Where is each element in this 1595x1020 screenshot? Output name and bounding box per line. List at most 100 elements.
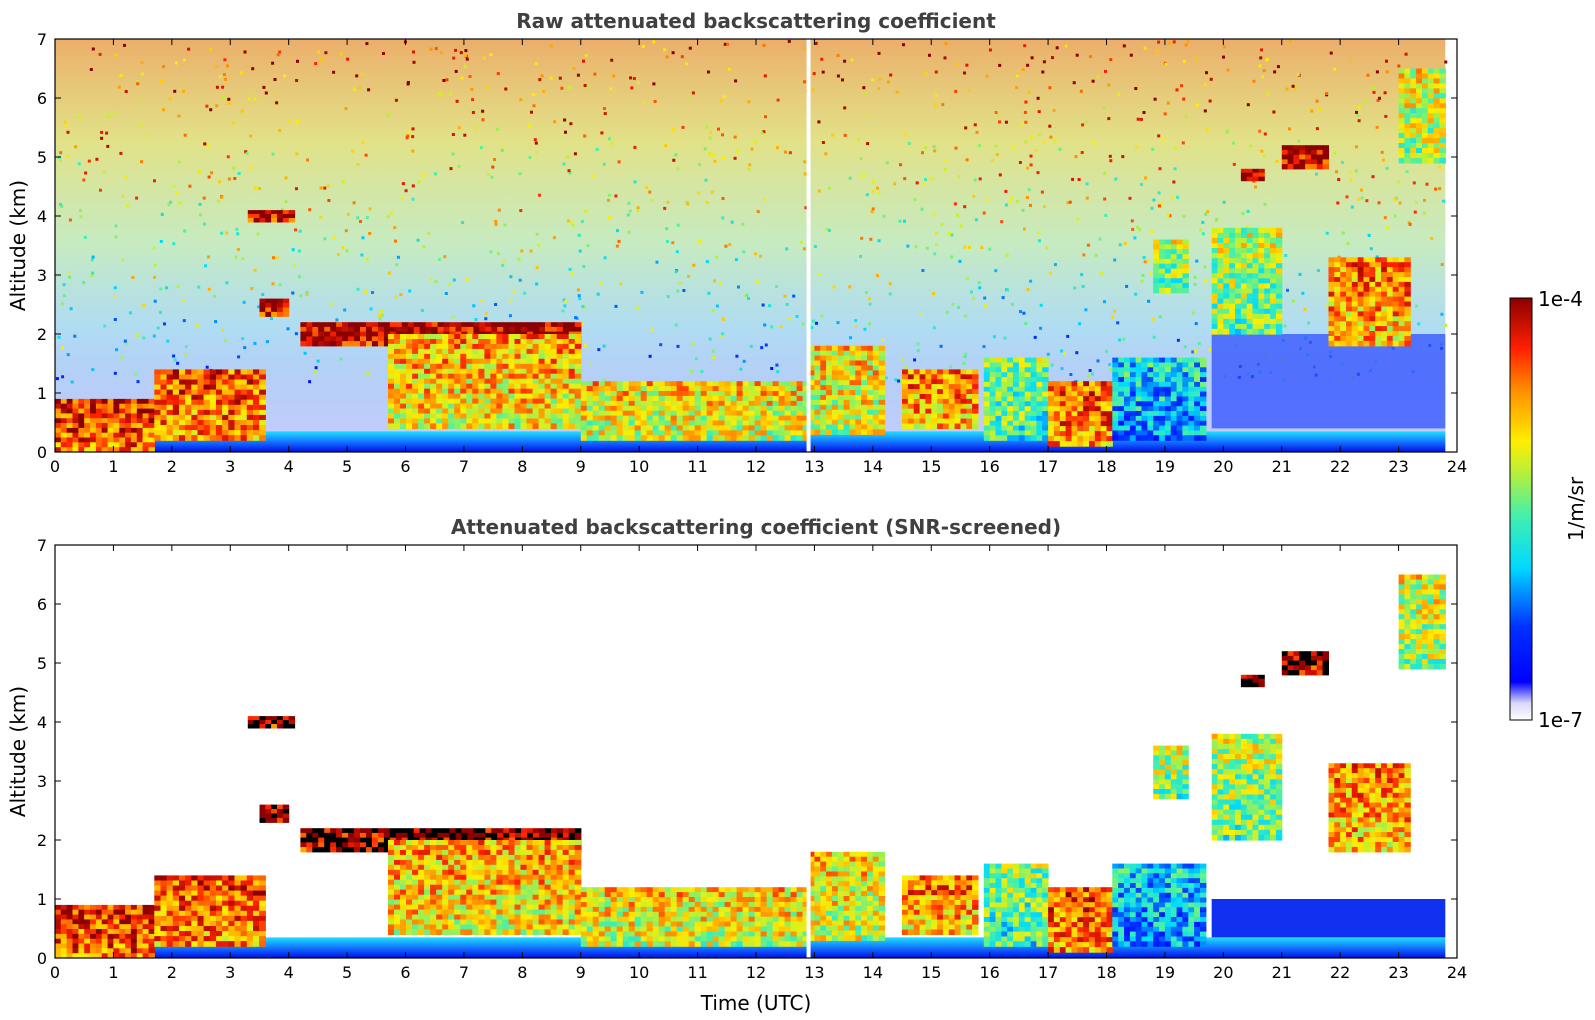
clear-air-region: [1211, 899, 1446, 938]
y-tick-label: 5: [37, 148, 47, 167]
clear-air-region: [1211, 334, 1446, 429]
x-tick-label: 24: [1447, 457, 1467, 476]
layer-3: [259, 298, 290, 317]
panel-screened: Attenuated backscattering coefficient (S…: [6, 515, 1467, 1015]
panel-screened-title: Attenuated backscattering coefficient (S…: [451, 515, 1061, 539]
y-tick-label: 4: [37, 207, 47, 226]
layer-7: [808, 345, 886, 435]
x-tick-label: 22: [1330, 963, 1350, 982]
x-tick-label: 7: [459, 963, 469, 982]
layer-1: [154, 875, 266, 947]
layer-1: [154, 369, 266, 441]
x-tick-label: 4: [284, 457, 294, 476]
layer-17: [1398, 574, 1446, 670]
panel-screened-x-axis-label: Time (UTC): [700, 991, 812, 1015]
x-tick-label: 12: [746, 963, 766, 982]
layer-15: [1281, 145, 1329, 170]
x-tick-label: 5: [342, 457, 352, 476]
layer-9: [983, 357, 1049, 441]
panel-raw-y-ticks: 0 1 2 3 4 5 6 7: [37, 30, 1457, 462]
y-tick-label: 4: [37, 713, 47, 732]
layer-2: [247, 210, 296, 223]
x-tick-label: 7: [459, 457, 469, 476]
layer-7: [808, 851, 886, 941]
layer-10: [1048, 381, 1113, 447]
layer-11: [1112, 863, 1207, 947]
y-tick-label: 5: [37, 654, 47, 673]
layer-3: [259, 804, 290, 823]
x-tick-label: 14: [863, 963, 883, 982]
layer-0: [55, 904, 155, 958]
layer-5: [388, 840, 582, 935]
layer-5: [388, 334, 582, 429]
x-tick-label: 6: [400, 963, 410, 982]
x-tick-label: 19: [1155, 963, 1175, 982]
x-tick-label: 20: [1213, 963, 1233, 982]
panel-screened-y-axis-label: Altitude (km): [6, 686, 30, 817]
x-tick-label: 4: [284, 963, 294, 982]
layer-10: [1048, 887, 1113, 953]
x-tick-label: 0: [50, 963, 60, 982]
y-tick-label: 1: [37, 384, 47, 403]
x-tick-label: 21: [1272, 457, 1292, 476]
panel-raw: Raw attenuated backscattering coefficien…: [6, 9, 1467, 476]
colorbar: 1e-4 1e-7 1/m/sr: [1509, 287, 1588, 732]
x-tick-label: 18: [1096, 963, 1116, 982]
x-tick-label: 3: [225, 963, 235, 982]
y-tick-label: 7: [37, 536, 47, 555]
x-tick-label: 10: [629, 963, 649, 982]
layer-9: [983, 863, 1049, 947]
x-tick-label: 16: [979, 963, 999, 982]
panel-screened-x-ticks: 0 1 2 3 4 5 6 7 8 9 10 11 12 13 14 15 16 17 18 19 20 21 22 23 24: [50, 545, 1467, 982]
y-tick-label: 0: [37, 443, 47, 462]
x-tick-label: 23: [1388, 963, 1408, 982]
layer-12: [1153, 745, 1189, 800]
colorbar-gradient: [1509, 297, 1533, 721]
x-tick-label: 8: [517, 457, 527, 476]
y-tick-label: 0: [37, 949, 47, 968]
x-tick-label: 1: [108, 457, 118, 476]
panel-screened-heatmap: [55, 545, 1446, 958]
y-tick-label: 3: [37, 772, 47, 791]
x-tick-label: 13: [804, 963, 824, 982]
x-tick-label: 3: [225, 457, 235, 476]
x-tick-label: 0: [50, 457, 60, 476]
x-tick-label: 17: [1038, 963, 1058, 982]
layer-13: [1211, 227, 1283, 335]
layer-0: [55, 398, 155, 452]
layer-14: [1240, 168, 1265, 182]
data-gap: [806, 545, 811, 958]
x-tick-label: 15: [921, 457, 941, 476]
x-tick-label: 8: [517, 963, 527, 982]
x-tick-label: 9: [576, 457, 586, 476]
x-tick-label: 1: [108, 963, 118, 982]
y-tick-label: 2: [37, 325, 47, 344]
y-tick-label: 6: [37, 595, 47, 614]
layer-8: [902, 875, 979, 935]
panel-raw-x-ticks: 0 1 2 3 4 5 6 7 8 9 10 11 12 13 14 15 16 17 18 19 20 21 22 23 24: [50, 39, 1467, 476]
x-tick-label: 11: [687, 963, 707, 982]
y-tick-label: 3: [37, 266, 47, 285]
x-tick-label: 22: [1330, 457, 1350, 476]
layer-16: [1328, 257, 1411, 347]
x-tick-label: 24: [1447, 963, 1467, 982]
y-tick-label: 6: [37, 89, 47, 108]
x-tick-label: 19: [1155, 457, 1175, 476]
layer-13: [1211, 733, 1283, 841]
layer-6: [580, 887, 810, 947]
layer-16: [1328, 763, 1411, 853]
layer-11: [1112, 357, 1207, 441]
x-tick-label: 21: [1272, 963, 1292, 982]
layer-15: [1281, 651, 1329, 676]
x-tick-label: 10: [629, 457, 649, 476]
colorbar-unit-label: 1/m/sr: [1564, 476, 1588, 541]
colorbar-max-label: 1e-4: [1538, 287, 1583, 311]
x-tick-label: 14: [863, 457, 883, 476]
x-tick-label: 9: [576, 963, 586, 982]
layer-2: [247, 716, 296, 729]
x-tick-label: 11: [687, 457, 707, 476]
x-tick-label: 18: [1096, 457, 1116, 476]
y-tick-label: 2: [37, 831, 47, 850]
x-tick-label: 12: [746, 457, 766, 476]
